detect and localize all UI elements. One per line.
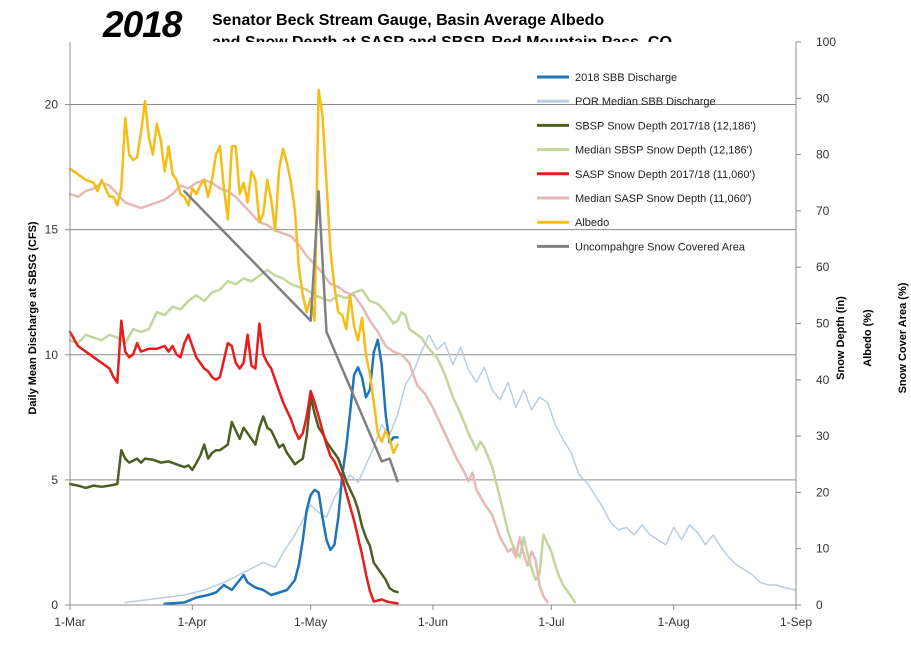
- y-axis-label-snow-depth: Snow Depth (in): [835, 296, 847, 380]
- legend-label: SBSP Snow Depth 2017/18 (12,186'): [575, 120, 756, 132]
- y-right-tick-label: 20: [816, 485, 830, 499]
- y-axis-label-albedo: Albedo (%): [862, 309, 874, 367]
- series-line-median-sbsp-snow-depth-12-186: [68, 268, 577, 604]
- chart-title-line-1: Senator Beck Stream Gauge, Basin Average…: [212, 12, 605, 29]
- y-right-tick-label: 100: [816, 35, 836, 49]
- x-tick-label: 1-Jul: [538, 615, 564, 629]
- chart-title-year: 2018: [103, 4, 182, 45]
- legend-label: 2018 SBB Discharge: [575, 72, 677, 84]
- y-right-tick-label: 80: [816, 148, 830, 162]
- y-axis-label-snow-cover-area: Snow Cover Area (%): [897, 282, 909, 394]
- y-axis-label-discharge: Daily Mean Discharge at SBSG (CFS): [27, 221, 39, 415]
- legend-label: Albedo: [575, 217, 609, 229]
- legend-label: Median SASP Snow Depth (11,060'): [575, 193, 752, 205]
- y-left-tick-label: 10: [45, 348, 59, 362]
- series-line-uncompahgre-snow-covered-area: [183, 189, 399, 483]
- y-left-tick-label: 20: [45, 98, 59, 112]
- y-right-tick-label: 60: [816, 260, 830, 274]
- x-tick-label: 1-Mar: [54, 615, 85, 629]
- y-left-tick-label: 5: [51, 473, 58, 487]
- x-tick-label: 1-Apr: [178, 615, 207, 629]
- series-layer: [68, 88, 797, 605]
- y-right-tick-label: 40: [816, 373, 830, 387]
- y-left-tick-label: 15: [45, 223, 59, 237]
- y-right-tick-label: 70: [816, 204, 830, 218]
- y-right-tick-label: 50: [816, 317, 830, 331]
- plot-area: [70, 42, 796, 605]
- x-tick-label: 1-Sep: [780, 615, 812, 629]
- legend: 2018 SBB Discharge POR Median SBB Dischar…: [537, 72, 756, 253]
- legend-label: SASP Snow Depth 2017/18 (11,060'): [575, 169, 755, 181]
- series-line-sbsp-snow-depth-2017-18-12-186: [68, 395, 399, 594]
- legend-label: Median SBSP Snow Depth (12,186'): [575, 145, 752, 157]
- series-line-por-median-sbb-discharge: [124, 334, 797, 604]
- y-left-tick-label: 0: [51, 598, 58, 612]
- series-line-sasp-snow-depth-2017-18-11-060: [68, 319, 399, 605]
- y-right-tick-label: 10: [816, 542, 830, 556]
- x-tick-label: 1-May: [294, 615, 327, 629]
- y-right-tick-label: 0: [816, 598, 823, 612]
- series-line-albedo: [68, 88, 399, 455]
- x-tick-label: 1-Aug: [658, 615, 690, 629]
- axes: 0 5 10 15 20 0 10 20 30 40 50 60 70 80 90 100 1-Mar 1-Apr…: [45, 35, 837, 629]
- y-right-tick-label: 30: [816, 429, 830, 443]
- legend-label: POR Median SBB Discharge: [575, 96, 716, 108]
- x-tick-label: 1-Jun: [418, 615, 448, 629]
- y-right-tick-label: 90: [816, 91, 830, 105]
- legend-label: Uncompahgre Snow Covered Area: [575, 241, 746, 253]
- gridlines: [70, 104, 796, 481]
